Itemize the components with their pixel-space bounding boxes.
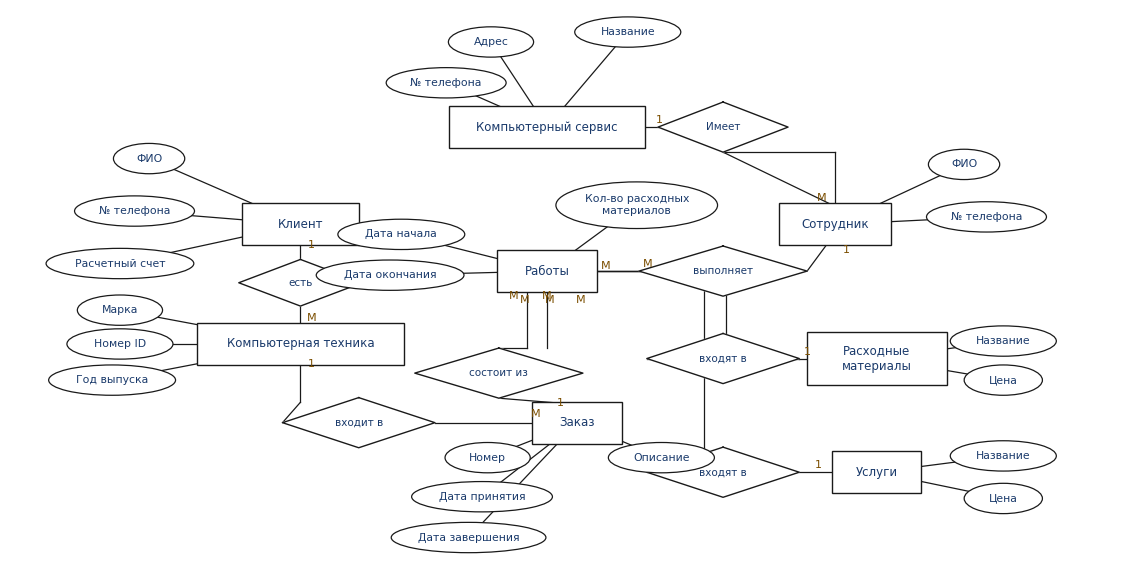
Text: Расходные
материалы: Расходные материалы <box>842 345 911 373</box>
Text: Расчетный счет: Расчетный счет <box>75 258 165 269</box>
FancyBboxPatch shape <box>242 203 359 245</box>
Text: Марка: Марка <box>102 305 138 315</box>
Text: № телефона: № телефона <box>951 212 1022 222</box>
Polygon shape <box>647 333 799 384</box>
Text: входят в: входят в <box>700 467 747 477</box>
Text: Дата начала: Дата начала <box>365 229 437 240</box>
Polygon shape <box>647 447 799 497</box>
Text: ФИО: ФИО <box>951 159 978 170</box>
Text: ФИО: ФИО <box>136 153 163 164</box>
Text: 1: 1 <box>308 240 315 250</box>
FancyBboxPatch shape <box>497 250 597 292</box>
Text: М: М <box>817 193 826 203</box>
Text: Номер: Номер <box>469 452 507 463</box>
Text: Описание: Описание <box>633 452 689 463</box>
FancyBboxPatch shape <box>197 323 405 365</box>
Polygon shape <box>658 102 788 152</box>
Text: Кол-во расходных
материалов: Кол-во расходных материалов <box>584 194 689 216</box>
Ellipse shape <box>556 182 717 229</box>
Ellipse shape <box>46 248 194 279</box>
Text: М: М <box>643 259 652 269</box>
Text: М: М <box>520 295 529 305</box>
Text: 1: 1 <box>843 244 850 255</box>
Ellipse shape <box>609 442 714 473</box>
FancyBboxPatch shape <box>779 203 891 245</box>
Text: 1: 1 <box>557 398 564 409</box>
Text: 1: 1 <box>656 115 663 125</box>
Ellipse shape <box>67 329 173 359</box>
Text: Дата окончания: Дата окончания <box>344 270 436 280</box>
Ellipse shape <box>928 149 1000 180</box>
Ellipse shape <box>926 202 1047 232</box>
Text: входят в: входят в <box>700 353 747 364</box>
Text: 1: 1 <box>815 460 822 470</box>
Ellipse shape <box>74 196 195 226</box>
Text: Цена: Цена <box>989 375 1018 385</box>
Polygon shape <box>639 246 807 296</box>
Ellipse shape <box>951 441 1056 471</box>
Text: Номер ID: Номер ID <box>94 339 146 349</box>
Text: Название: Название <box>601 27 655 37</box>
Ellipse shape <box>113 143 185 174</box>
Text: Дата завершения: Дата завершения <box>418 532 519 543</box>
FancyBboxPatch shape <box>532 402 622 444</box>
Text: состоит из: состоит из <box>470 368 528 378</box>
Text: Название: Название <box>976 336 1030 346</box>
Ellipse shape <box>77 295 163 325</box>
Text: М: М <box>531 409 540 419</box>
Text: Адрес: Адрес <box>473 37 509 47</box>
Text: Название: Название <box>976 451 1030 461</box>
FancyBboxPatch shape <box>448 106 646 148</box>
Ellipse shape <box>575 17 680 47</box>
Ellipse shape <box>48 365 176 395</box>
Text: Компьютерная техника: Компьютерная техника <box>226 338 374 350</box>
Text: М: М <box>576 295 585 305</box>
Text: № телефона: № телефона <box>410 78 482 88</box>
Text: М: М <box>307 312 316 323</box>
Ellipse shape <box>386 68 507 98</box>
Ellipse shape <box>445 442 530 473</box>
Text: Год выпуска: Год выпуска <box>76 375 148 385</box>
Text: 1: 1 <box>308 359 315 370</box>
Text: М: М <box>543 290 552 301</box>
Text: Цена: Цена <box>989 493 1018 504</box>
Text: Компьютерный сервис: Компьютерный сервис <box>476 121 618 134</box>
Text: М: М <box>601 261 610 272</box>
Text: входит в: входит в <box>334 417 383 428</box>
Text: М: М <box>509 290 518 301</box>
Polygon shape <box>415 348 583 398</box>
Text: Сотрудник: Сотрудник <box>802 218 869 231</box>
Ellipse shape <box>448 27 534 57</box>
Text: 1: 1 <box>804 346 810 357</box>
Text: есть: есть <box>288 278 313 288</box>
Polygon shape <box>239 259 362 306</box>
Text: Имеет: Имеет <box>706 122 740 132</box>
Ellipse shape <box>316 260 464 290</box>
FancyBboxPatch shape <box>832 451 921 493</box>
Text: выполняет: выполняет <box>693 266 753 276</box>
Ellipse shape <box>951 326 1056 356</box>
Text: Работы: Работы <box>525 265 569 278</box>
Ellipse shape <box>964 483 1043 514</box>
Ellipse shape <box>964 365 1043 395</box>
Ellipse shape <box>337 219 465 250</box>
Text: Клиент: Клиент <box>278 218 323 231</box>
FancyBboxPatch shape <box>807 332 947 385</box>
Text: Заказ: Заказ <box>559 416 595 429</box>
Ellipse shape <box>391 522 546 553</box>
Text: М: М <box>545 295 554 305</box>
Text: Услуги: Услуги <box>855 466 898 479</box>
Text: Дата принятия: Дата принятия <box>438 491 526 502</box>
Text: № телефона: № телефона <box>99 206 170 216</box>
Ellipse shape <box>411 482 553 512</box>
Polygon shape <box>282 398 435 448</box>
